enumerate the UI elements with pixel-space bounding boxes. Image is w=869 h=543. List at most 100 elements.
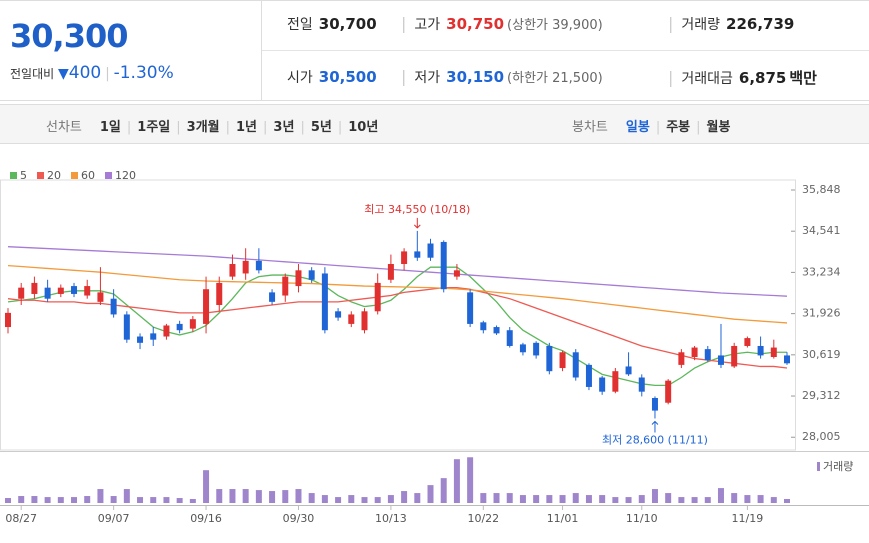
candle-body — [546, 345, 553, 372]
stat: | 거래대금 6,875 백만 — [668, 67, 817, 88]
candle-body — [651, 397, 658, 411]
candle-body — [44, 287, 51, 299]
tab[interactable]: 5년 — [310, 120, 332, 135]
stat: 시가 30,500 — [287, 67, 377, 87]
volume-bar — [282, 490, 289, 503]
quote-header: 30,300 전일대비 ▼400 | -1.30% 전일 30,700 | 고가 30,… — [0, 0, 869, 101]
price-panel: 30,300 전일대비 ▼400 | -1.30% — [0, 1, 262, 101]
tab-divider: | — [225, 120, 231, 135]
volume-bar — [189, 498, 196, 503]
volume-bar — [387, 495, 394, 503]
volume-bar — [163, 497, 170, 503]
ma-line — [7, 287, 788, 369]
volume-bar — [5, 498, 11, 503]
legend-label: 20 — [47, 169, 61, 182]
tab-divider: | — [696, 120, 701, 135]
candle-body — [242, 260, 249, 274]
volume-bar — [18, 496, 25, 503]
candle-body — [440, 241, 447, 290]
stat: | 저가 30,150 (하한가 21,500) — [401, 67, 603, 87]
candle-body — [387, 264, 394, 280]
candle-body — [71, 286, 78, 294]
volume-legend-swatch — [817, 462, 820, 471]
x-tick-label: 09/07 — [98, 512, 130, 525]
candle-body — [638, 377, 645, 392]
x-tick-label: 09/30 — [283, 512, 315, 525]
stat-note: (하한가 21,500) — [507, 71, 603, 86]
candle-body — [467, 292, 474, 324]
volume-bar — [519, 495, 526, 503]
tab[interactable]: 주봉 — [666, 120, 691, 135]
volume-bar — [31, 496, 38, 503]
ma-line — [7, 266, 787, 387]
candle-body — [189, 319, 196, 329]
candle-body — [255, 260, 262, 271]
y-tick-label: 29,312 — [802, 389, 841, 402]
x-tick-label: 11/10 — [626, 512, 658, 525]
tab[interactable]: 월봉 — [706, 120, 731, 135]
tab-divider: | — [176, 120, 181, 135]
price-frame — [0, 179, 796, 451]
volume-bar — [335, 497, 342, 503]
tab-divider: | — [263, 120, 268, 135]
candle-body — [612, 371, 619, 392]
candle-body — [559, 352, 566, 369]
x-tick-label: 10/13 — [375, 512, 407, 525]
tab[interactable]: 3개월 — [186, 120, 220, 135]
y-tick-label: 31,926 — [802, 307, 841, 320]
volume-bar — [440, 478, 447, 503]
candle-body — [770, 347, 777, 358]
tab-group-label: 선차트 — [46, 120, 82, 135]
candle-body — [427, 243, 434, 258]
candle-body — [599, 377, 606, 392]
volume-bar — [770, 497, 777, 503]
ma-line — [7, 264, 788, 324]
high-arrow — [413, 217, 421, 229]
candle-chart-tabs: 봉차트 일봉 | 주봉 | 월봉 — [566, 116, 736, 135]
volume-bar — [757, 495, 764, 503]
volume-bar — [784, 498, 790, 503]
stat-divider: | — [401, 14, 407, 33]
stat-label: 시가 — [287, 70, 313, 86]
candle-body — [176, 323, 183, 331]
period-tabs: 선차트 1일 | 1주일 | 3개월 | 1년 | 3년 | 5년 | 10년 봉차트 일봉 | 주봉 | 월봉 — [0, 104, 869, 144]
change-pct: -1.30% — [113, 63, 174, 83]
candle-body — [533, 342, 540, 356]
volume-bar — [414, 493, 421, 503]
volume-bar — [691, 497, 698, 503]
candle-body — [453, 270, 460, 277]
y-tick-label: 30,619 — [802, 348, 841, 361]
change-row: 전일대비 ▼400 | -1.30% — [10, 63, 174, 83]
tab-divider: | — [126, 120, 132, 135]
candle-body — [717, 355, 724, 365]
volume-bar — [678, 497, 685, 503]
candle-body — [57, 287, 64, 294]
stat-divider: | — [401, 67, 407, 86]
divider: | — [105, 66, 110, 82]
volume-bar — [467, 457, 474, 503]
candle-body — [625, 366, 632, 375]
tab[interactable]: 일봉 — [625, 120, 650, 135]
tab[interactable]: 1년 — [236, 120, 258, 135]
volume-bar — [176, 498, 183, 503]
volume-bar — [559, 495, 566, 503]
tab[interactable]: 3년 — [273, 120, 295, 135]
volume-bar — [744, 495, 751, 503]
volume-bar — [665, 493, 672, 503]
legend-swatch — [71, 172, 78, 179]
candle-body — [665, 380, 672, 403]
candle-body — [84, 286, 91, 296]
candle-body — [137, 336, 144, 343]
candle-body — [585, 364, 592, 387]
candle-body — [493, 327, 500, 334]
volume-bar — [321, 495, 328, 503]
legend-swatch — [105, 172, 112, 179]
tab[interactable]: 1주일 — [137, 120, 171, 135]
volume-bar — [150, 497, 157, 503]
tab[interactable]: 1일 — [99, 120, 121, 135]
volume-bar — [57, 497, 64, 503]
tab[interactable]: 10년 — [348, 120, 379, 135]
stat-label: 거래량 — [681, 17, 721, 33]
candle-body — [5, 312, 11, 328]
y-tick-label: 33,234 — [802, 265, 841, 278]
